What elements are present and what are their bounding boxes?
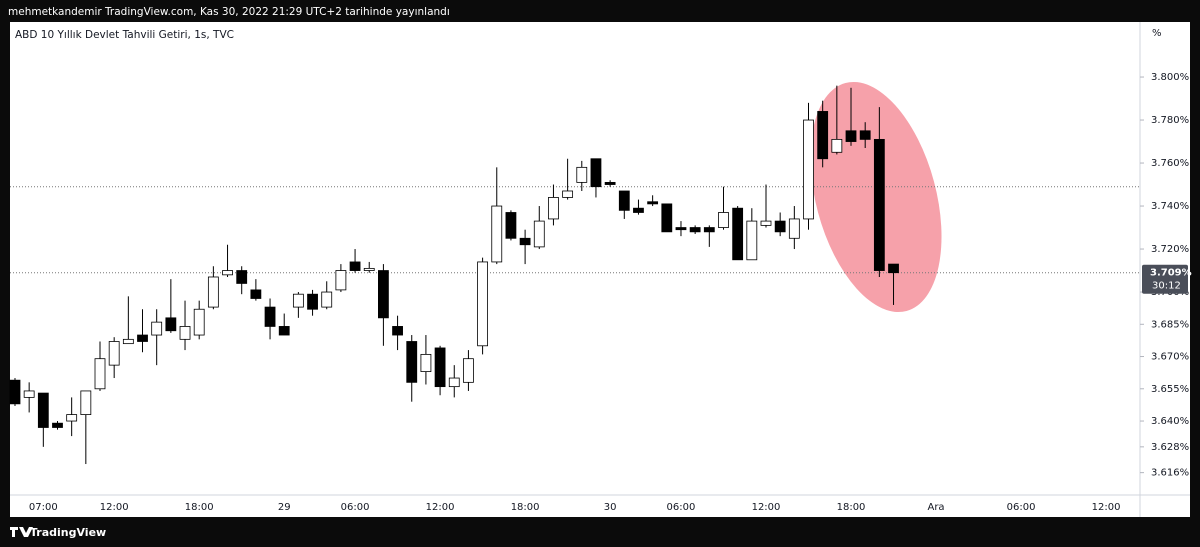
candle-body <box>52 422 63 428</box>
candle-body <box>689 227 701 233</box>
y-tick-label: 3.780% <box>1151 115 1189 126</box>
candle-body <box>633 207 644 213</box>
candle-body <box>803 119 814 220</box>
y-tick-label: 3.685% <box>1151 319 1189 330</box>
y-tick-label: 3.655% <box>1151 384 1189 395</box>
candle-body <box>108 341 120 366</box>
candle-body <box>207 276 219 308</box>
x-tick-label: 07:00 <box>29 502 58 513</box>
candle-body <box>491 205 503 263</box>
candle-body <box>94 358 106 390</box>
candle-body <box>477 261 488 347</box>
candle-body <box>873 138 885 271</box>
candle-body <box>774 220 786 233</box>
candle-body <box>392 326 403 336</box>
candle-body <box>23 390 35 398</box>
logo <box>10 527 33 537</box>
candle-body <box>222 270 233 276</box>
chart-title: ABD 10 Yıllık Devlet Tahvili Getiri, 1s,… <box>15 29 234 41</box>
candle-body <box>66 414 78 422</box>
candle-body <box>859 130 871 140</box>
candle-body <box>321 291 333 308</box>
candle-body <box>349 261 361 271</box>
candle-body <box>165 317 177 332</box>
y-tick-label: 3.800% <box>1151 72 1189 83</box>
brand: TradingView <box>10 526 106 539</box>
y-tick-label: 3.628% <box>1151 442 1189 453</box>
candle-body <box>448 377 460 388</box>
candle-body <box>533 220 545 248</box>
candle-body <box>335 270 347 291</box>
candle-body <box>661 203 673 233</box>
candle-body <box>888 263 899 274</box>
y-tick-label: 3.740% <box>1151 201 1189 212</box>
candle-body <box>618 190 630 211</box>
candle-body <box>278 326 290 336</box>
y-tick-label: 3.670% <box>1151 352 1189 363</box>
price-box <box>1142 264 1188 294</box>
x-tick-label: 06:00 <box>1007 502 1036 513</box>
candle-body <box>122 338 134 345</box>
candle-body <box>378 270 389 319</box>
y-tick-label: 3.640% <box>1151 416 1189 427</box>
candle-body <box>746 220 758 261</box>
candle-body <box>519 237 531 246</box>
candle-body <box>151 321 163 336</box>
candle-body <box>9 379 21 405</box>
candle-body <box>307 293 318 310</box>
candle-body <box>193 308 205 336</box>
candle-body <box>675 227 687 231</box>
candle-body <box>788 218 800 239</box>
candle-body <box>250 289 262 299</box>
x-tick-label: 29 <box>278 502 291 513</box>
brand-name: TradingView <box>30 526 106 539</box>
y-tick-label: 3.760% <box>1151 158 1189 169</box>
y-tick-label: 3.616% <box>1151 468 1189 479</box>
y-tick-label: 3.720% <box>1151 244 1189 255</box>
candle-body <box>505 212 517 239</box>
x-tick-label: 12:00 <box>100 502 129 513</box>
candle-body <box>760 220 772 226</box>
candle-body <box>179 326 191 340</box>
x-tick-label: 12:00 <box>752 502 781 513</box>
candle-body <box>37 392 49 428</box>
x-tick-label: 12:00 <box>426 502 455 513</box>
candle-body <box>292 293 304 308</box>
x-tick-label: 18:00 <box>185 502 214 513</box>
candle-body <box>80 390 92 415</box>
candle-body <box>647 201 659 205</box>
x-tick-label: 18:00 <box>837 502 866 513</box>
candle-body <box>845 130 857 142</box>
candle-body <box>137 334 148 342</box>
candle-body <box>548 197 559 220</box>
x-tick-label: Ara <box>927 502 944 513</box>
candle-body <box>718 212 729 228</box>
candle-body <box>363 267 375 271</box>
candle-body <box>831 138 843 153</box>
candle-body <box>562 190 574 198</box>
y-unit: % <box>1152 28 1162 39</box>
candle-body <box>590 158 602 188</box>
x-tick-label: 06:00 <box>667 502 696 513</box>
candle-body <box>236 270 248 284</box>
candle-body <box>420 353 432 372</box>
candle-body <box>576 166 588 183</box>
x-tick-label: 30 <box>604 502 617 513</box>
candle-body <box>703 227 715 233</box>
candle-body <box>434 347 446 388</box>
header-text: mehmetkandemir TradingView.com, Kas 30, … <box>8 6 450 18</box>
candle-body <box>406 341 418 383</box>
candle-body <box>463 358 474 383</box>
candle-body <box>817 111 829 160</box>
candle-body <box>264 306 276 327</box>
candle-body <box>732 207 744 261</box>
panel <box>10 22 1190 517</box>
last-price-label: 3.709% <box>1150 268 1192 279</box>
x-tick-label: 06:00 <box>341 502 370 513</box>
candle-body <box>604 181 616 185</box>
x-tick-label: 12:00 <box>1092 502 1121 513</box>
x-tick-label: 18:00 <box>511 502 540 513</box>
countdown: 30:12 <box>1152 281 1181 292</box>
